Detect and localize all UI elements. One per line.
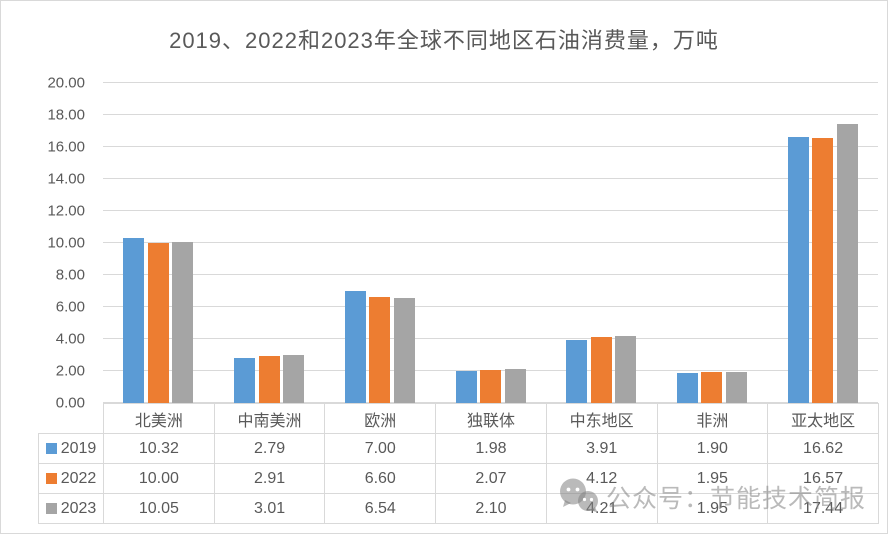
bar-2019-category-5 xyxy=(676,372,698,403)
value-cell-2022-category-0: 10.00 xyxy=(103,463,215,494)
gridline xyxy=(103,210,878,211)
y-axis-tick-label: 16.00 xyxy=(47,138,85,156)
row-label-2023: 2023 xyxy=(38,493,104,524)
value-cell-2022-category-6: 16.57 xyxy=(767,463,879,494)
bar-2022-category-6 xyxy=(812,137,834,403)
y-axis-tick-label: 14.00 xyxy=(47,170,85,188)
value-cell-2019-category-3: 1.98 xyxy=(435,433,547,464)
bar-2023-category-2 xyxy=(393,298,415,403)
gridline xyxy=(103,242,878,243)
bar-2023-category-1 xyxy=(283,354,305,403)
series-name-label: 2023 xyxy=(60,499,97,517)
value-cell-2019-category-4: 3.91 xyxy=(545,433,658,464)
value-cell-2023-category-3: 2.10 xyxy=(435,493,547,524)
table-header-cell: 北美洲 xyxy=(103,403,215,434)
legend-swatch-2019 xyxy=(45,442,57,454)
legend-swatch-2022 xyxy=(45,472,57,484)
value-cell-2019-category-6: 16.62 xyxy=(767,433,879,464)
y-axis-tick-label: 6.00 xyxy=(55,298,85,316)
table-row-2019: 2019 10.32 2.79 7.00 1.98 3.91 1.90 16.62 xyxy=(38,433,879,464)
bar-2019-category-2 xyxy=(344,291,366,403)
value-cell-2023-category-5: 1.95 xyxy=(656,493,769,524)
y-axis-tick-label: 12.00 xyxy=(47,202,85,220)
table-header-cell: 亚太地区 xyxy=(767,403,879,434)
bar-2022-category-3 xyxy=(480,369,501,403)
value-cell-2022-category-2: 6.60 xyxy=(324,463,437,494)
legend-swatch-2023 xyxy=(45,502,57,514)
y-axis-tick-label: 18.00 xyxy=(47,106,85,124)
value-cell-2023-category-6: 17.44 xyxy=(767,493,879,524)
gridline xyxy=(103,338,878,339)
chart-title: 2019、2022和2023年全球不同地区石油消费量，万吨 xyxy=(169,28,719,53)
value-cell-2019-category-0: 10.32 xyxy=(103,433,215,464)
value-cell-2023-category-2: 6.54 xyxy=(324,493,437,524)
bar-2022-category-2 xyxy=(369,297,391,403)
y-axis-tick-label: 2.00 xyxy=(55,362,85,380)
value-cell-2023-category-0: 10.05 xyxy=(103,493,215,524)
table-header-cell: 独联体 xyxy=(435,403,547,434)
bar-2022-category-5 xyxy=(701,371,723,403)
bar-2019-category-3 xyxy=(455,371,477,403)
gridline xyxy=(103,146,878,147)
table-header-cell: 中东地区 xyxy=(545,403,658,434)
row-label-2019: 2019 xyxy=(38,433,104,464)
y-axis-tick-label: 0.00 xyxy=(55,394,85,412)
bar-2019-category-0 xyxy=(123,237,145,403)
data-table: 北美洲 中南美洲 欧洲 独联体 中东地区 非洲 亚太地区 2019 10.32 2.79 7.00 1… xyxy=(38,403,879,524)
value-cell-2022-category-1: 2.91 xyxy=(213,463,326,494)
bar-2023-category-6 xyxy=(836,123,858,403)
plot-area xyxy=(103,82,878,403)
y-axis-tick-label: 4.00 xyxy=(55,330,85,348)
y-axis-tick-label: 20.00 xyxy=(47,74,85,92)
gridline xyxy=(103,178,878,179)
y-axis-tick-label: 8.00 xyxy=(55,266,85,284)
gridline xyxy=(103,306,878,307)
bar-2023-category-3 xyxy=(504,369,526,403)
gridline xyxy=(103,82,878,83)
value-cell-2019-category-1: 2.79 xyxy=(213,433,326,464)
bar-2022-category-1 xyxy=(258,356,280,403)
table-corner-cell xyxy=(39,404,104,434)
table-header-cell: 中南美洲 xyxy=(213,403,326,434)
bar-2023-category-0 xyxy=(172,242,194,403)
series-name-label: 2022 xyxy=(60,469,97,487)
gridline xyxy=(103,114,878,115)
value-cell-2023-category-1: 3.01 xyxy=(213,493,326,524)
table-header-row: 北美洲 中南美洲 欧洲 独联体 中东地区 非洲 亚太地区 xyxy=(39,403,879,434)
table-row-2022: 2022 10.00 2.91 6.60 2.07 4.12 1.95 16.57 xyxy=(38,463,879,494)
table-header-cell: 欧洲 xyxy=(324,403,437,434)
bar-2022-category-4 xyxy=(590,337,612,403)
bar-2022-category-0 xyxy=(147,243,169,403)
y-axis-tick-label: 10.00 xyxy=(47,234,85,252)
table-row-2023: 2023 10.05 3.01 6.54 2.10 4.21 1.95 17.44 xyxy=(38,493,879,524)
value-cell-2022-category-4: 4.12 xyxy=(545,463,658,494)
value-cell-2022-category-5: 1.95 xyxy=(656,463,769,494)
table-header-cell: 非洲 xyxy=(656,403,769,434)
bar-2023-category-5 xyxy=(725,371,747,403)
gridline xyxy=(103,274,878,275)
row-label-2022: 2022 xyxy=(38,463,104,494)
value-cell-2019-category-2: 7.00 xyxy=(324,433,437,464)
value-cell-2023-category-4: 4.21 xyxy=(545,493,658,524)
bar-2023-category-4 xyxy=(615,335,637,403)
series-name-label: 2019 xyxy=(60,439,97,457)
bar-2019-category-1 xyxy=(234,358,256,403)
bar-2019-category-6 xyxy=(787,137,809,403)
value-cell-2022-category-3: 2.07 xyxy=(435,463,547,494)
bar-2019-category-4 xyxy=(566,340,588,403)
value-cell-2019-category-5: 1.90 xyxy=(656,433,769,464)
